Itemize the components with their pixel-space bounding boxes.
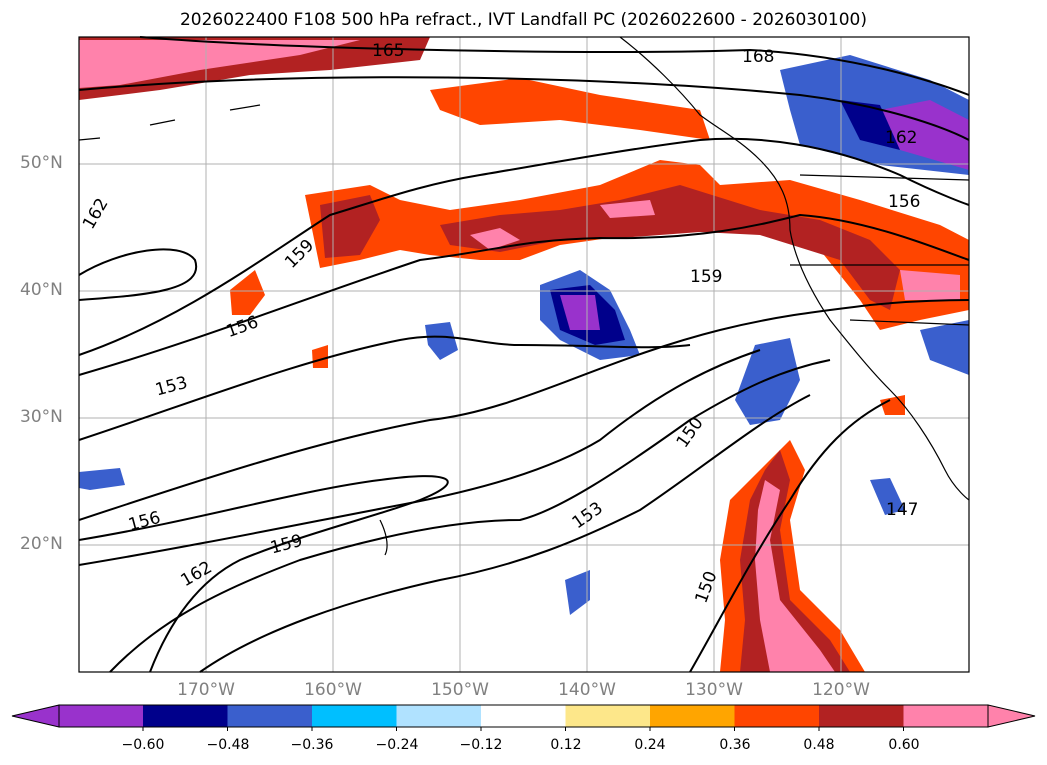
colorbar-tick-label: 0.36 (719, 737, 751, 753)
colorbar-bin (650, 705, 735, 727)
colorbar-bin (903, 705, 988, 727)
colorbar-bin (227, 705, 312, 727)
colorbar-bin (565, 705, 650, 727)
lon-tick-label: 130°W (685, 680, 743, 700)
colorbar-bin (396, 705, 481, 727)
colorbar-extend-high (987, 704, 1036, 728)
colorbar-bin (312, 705, 397, 727)
colorbar-tick-label: 0.12 (550, 737, 582, 753)
fill-baja-low (870, 478, 905, 515)
fill-central-band-outer (305, 160, 969, 330)
colorbar-tick-label: −0.60 (121, 737, 165, 753)
contour-label: 156 (888, 192, 920, 212)
contour-label: 165 (372, 41, 404, 61)
map-frame (78, 36, 970, 673)
lon-tick-label: 170°W (177, 680, 235, 700)
lat-tick-label: 30°N (20, 407, 63, 427)
colorbar-bin (734, 705, 819, 727)
colorbar-bin (143, 705, 228, 727)
lat-tick-label: 20°N (20, 534, 63, 554)
fill-gulf-alaska-band (430, 78, 710, 140)
contour-label: 147 (886, 500, 918, 520)
fill-small-blob-1 (230, 270, 265, 315)
fill-small-blob-2 (312, 345, 328, 368)
colorbar-tick-label: −0.24 (375, 737, 419, 753)
fill-central-low-core (560, 295, 600, 330)
colorbar-tick-label: 0.48 (803, 737, 835, 753)
map-title: 2026022400 F108 500 hPa refract., IVT La… (179, 10, 867, 30)
colorbar-bin (59, 705, 143, 727)
geopotential-contours (78, 36, 970, 673)
fill-northeast-trough-mid (840, 100, 900, 150)
fill-offshore-low (735, 338, 800, 425)
fill-northeast-trough-core (880, 100, 969, 170)
lon-tick-label: 150°W (431, 680, 489, 700)
fill-south-low (565, 570, 590, 615)
fill-west-low (425, 322, 458, 360)
lat-tick-label: 50°N (20, 153, 63, 173)
map-plot-area: 165 168 162 156 159 162 159 156 153 150 … (78, 36, 970, 673)
contour-label: 159 (690, 267, 722, 287)
colorbar (11, 704, 1036, 731)
colorbar-bin (819, 705, 904, 727)
colorbar-frame (58, 704, 989, 728)
fill-central-band-inner (320, 185, 900, 310)
graticule (79, 37, 969, 672)
contour-label: 162 (885, 128, 917, 148)
lon-tick-label: 160°W (304, 680, 362, 700)
colorbar-extend-low (11, 704, 60, 728)
contour-label: 168 (742, 47, 774, 67)
lon-tick-label: 140°W (558, 680, 616, 700)
colorbar-tick-label: −0.48 (206, 737, 250, 753)
positive-anomaly-fills (79, 37, 969, 672)
colorbar-bin (481, 705, 566, 727)
lat-tick-label: 40°N (20, 280, 63, 300)
fill-southwest-low (79, 468, 125, 490)
colorbar-tick-label: 0.60 (888, 737, 920, 753)
negative-anomaly-fills (79, 55, 969, 615)
fill-coast-low (920, 320, 969, 375)
fill-north-pacific-core (79, 40, 360, 88)
coastlines (78, 36, 970, 556)
lon-tick-label: 120°W (812, 680, 870, 700)
colorbar-tick-label: −0.12 (459, 737, 503, 753)
fill-central-band-core (470, 200, 960, 300)
colorbar-tick-label: 0.24 (634, 737, 666, 753)
colorbar-tick-label: −0.36 (290, 737, 334, 753)
fill-subtropical-plume-core (755, 480, 835, 672)
